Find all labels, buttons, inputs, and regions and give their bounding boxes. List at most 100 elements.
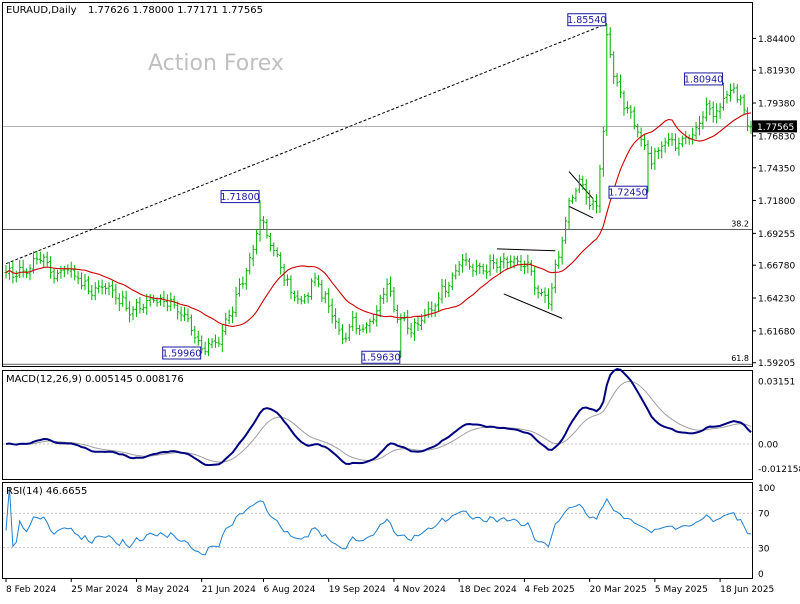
candle [519, 254, 523, 272]
candle [492, 254, 496, 270]
price-label: 1.85540 [567, 13, 607, 27]
candle [406, 309, 410, 335]
price-label-box [684, 72, 724, 86]
candle [213, 334, 217, 348]
candle [698, 115, 702, 136]
candle [275, 247, 279, 258]
candle [725, 90, 729, 104]
candle [382, 287, 386, 304]
rsi-y-tick-label: 30 [758, 544, 770, 554]
candle [76, 271, 80, 285]
x-tick-label: 8 May 2024 [136, 585, 189, 595]
price-label-box [220, 190, 260, 204]
macd-y-tick-label: -0.012158 [758, 465, 800, 475]
candle [739, 94, 743, 106]
candle [474, 259, 478, 276]
y-tick-label: 1.64230 [758, 295, 795, 305]
candle [708, 100, 712, 116]
candle [516, 255, 520, 265]
price-label: 1.80940 [684, 72, 724, 86]
candle [553, 259, 557, 294]
candle [567, 197, 571, 230]
x-tick-label: 19 Sep 2024 [329, 585, 386, 595]
candle [546, 288, 550, 309]
price-label: 1.59630 [361, 350, 401, 364]
macd-line [5, 368, 752, 467]
candle [303, 293, 307, 304]
candle [292, 290, 296, 302]
candle [715, 103, 719, 124]
candle [97, 280, 101, 294]
y-tick-label: 1.59205 [758, 359, 795, 369]
candle [347, 324, 351, 341]
candle [564, 216, 568, 244]
candle [248, 252, 252, 275]
candle [189, 314, 193, 336]
x-tick-label: 5 May 2025 [655, 585, 708, 595]
candle [636, 123, 640, 138]
candle [21, 259, 25, 278]
candle [687, 134, 691, 145]
candle [176, 301, 180, 320]
candle [416, 316, 420, 332]
x-tick-label: 18 Jun 2025 [720, 585, 774, 595]
candle [131, 306, 135, 321]
candle [286, 274, 290, 286]
candle [632, 106, 636, 130]
macd-plot [3, 368, 752, 467]
candle [217, 336, 221, 347]
candle [110, 280, 114, 298]
candle [141, 303, 145, 314]
candle [667, 133, 671, 147]
x-tick-label: 21 Jun 2024 [202, 585, 256, 595]
candle [265, 218, 269, 239]
candle [385, 278, 389, 303]
candle [742, 94, 746, 116]
candle [368, 318, 372, 333]
price-label-text: 1.80940 [684, 74, 723, 85]
y-tick-label: 1.79380 [758, 100, 795, 110]
candle [364, 322, 368, 334]
x-tick-label: 4 Nov 2024 [394, 585, 446, 595]
candle [138, 297, 142, 314]
candle [536, 285, 540, 299]
candle [402, 311, 406, 322]
candle [605, 23, 609, 136]
candle [718, 102, 722, 119]
candle [522, 260, 526, 275]
price-label: 1.71800 [220, 190, 261, 204]
candle [543, 287, 547, 304]
y-tick-label: 1.61680 [758, 327, 795, 337]
candle [570, 194, 574, 204]
candle [361, 324, 365, 333]
candle [179, 306, 183, 322]
candle [224, 312, 228, 336]
candle [389, 276, 393, 297]
candle [14, 270, 18, 283]
macd-signal-line [5, 380, 752, 463]
candle [210, 338, 214, 349]
y-tick-label: 1.84400 [758, 35, 795, 45]
candle [193, 325, 197, 344]
candle [440, 278, 444, 304]
candle [732, 82, 736, 94]
current-price-tag: 1.77565 [753, 120, 797, 133]
fib-label: 38.2 [731, 219, 749, 228]
candle [200, 335, 204, 353]
watermark: Action Forex [148, 51, 284, 76]
candle [289, 275, 293, 300]
candle [392, 287, 396, 313]
candle [378, 294, 382, 318]
macd-panel-frame [2, 370, 753, 480]
candle [505, 256, 509, 270]
candle [437, 292, 441, 312]
candle [104, 283, 108, 295]
price-label-box [567, 13, 607, 27]
candle [464, 252, 468, 266]
candle [90, 284, 94, 301]
candle [282, 263, 286, 287]
candle [684, 131, 688, 145]
candle [598, 164, 602, 213]
candle [162, 290, 166, 308]
candle [430, 301, 434, 318]
